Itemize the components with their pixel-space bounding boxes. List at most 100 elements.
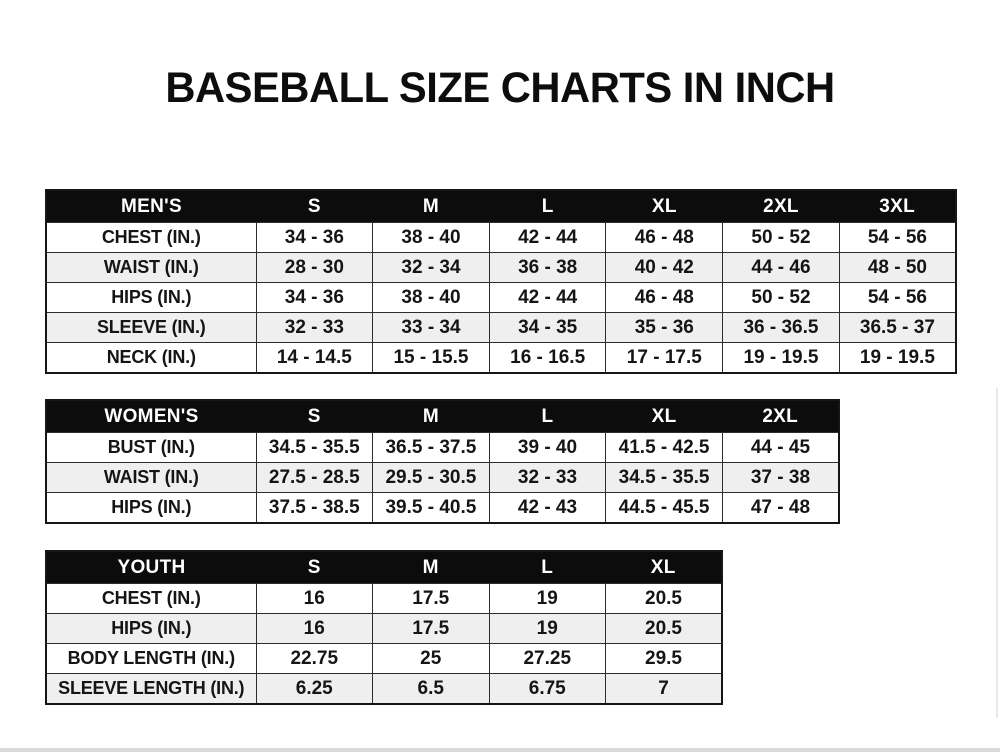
size-value-cell: 50 - 52	[722, 222, 840, 253]
size-value-cell: 42 - 43	[488, 492, 607, 524]
size-column-header: 2XL	[722, 190, 840, 223]
measurement-label-cell: WAIST (IN.)	[45, 462, 257, 493]
size-value-cell: 20.5	[605, 583, 723, 614]
table-row: NECK (IN.) 14 - 14.5 15 - 15.5 16 - 16.5 17 …	[45, 342, 957, 374]
measurement-label-cell: HIPS (IN.)	[45, 492, 257, 524]
size-value-cell: 27.25	[488, 643, 606, 674]
size-value-cell: 39.5 - 40.5	[372, 492, 490, 524]
measurement-label-cell: HIPS (IN.)	[45, 282, 257, 313]
size-column-header: XL	[605, 551, 722, 584]
size-value-cell: 34.5 - 35.5	[255, 432, 374, 463]
size-value-cell: 22.75	[255, 643, 373, 674]
table-row: WAIST (IN.) 28 - 30 32 - 34 36 - 38 40 - 42 4…	[45, 252, 957, 283]
header-row: YOUTH S M L XL	[46, 551, 722, 584]
size-value-cell: 29.5	[605, 643, 723, 674]
size-column-header: S	[256, 551, 373, 584]
table-row: BODY LENGTH (IN.) 22.75 25 27.25 29.5	[45, 643, 723, 674]
size-value-cell: 16	[255, 583, 373, 614]
size-value-cell: 28 - 30	[255, 252, 374, 283]
page-title: BASEBALL SIZE CHARTS IN INCH	[165, 64, 835, 112]
mens-size-table: MEN'S S M L XL 2XL 3XL CHEST (IN.) 34 - 36 38 - 4…	[45, 189, 957, 374]
measurement-label-cell: SLEEVE (IN.)	[45, 312, 257, 343]
table-row: SLEEVE LENGTH (IN.) 6.25 6.5 6.75 7	[45, 673, 723, 705]
image-right-edge-artifact	[996, 388, 998, 718]
size-value-cell: 46 - 48	[605, 282, 724, 313]
size-column-header: L	[489, 400, 606, 433]
table-row: HIPS (IN.) 16 17.5 19 20.5	[45, 613, 723, 644]
table-row: HIPS (IN.) 34 - 36 38 - 40 42 - 44 46 - 48 50…	[45, 282, 957, 313]
size-value-cell: 32 - 33	[488, 462, 607, 493]
size-value-cell: 6.75	[488, 673, 606, 705]
size-value-cell: 44.5 - 45.5	[605, 492, 723, 524]
size-value-cell: 14 - 14.5	[255, 342, 374, 374]
size-value-cell: 34 - 36	[255, 222, 374, 253]
table-row: CHEST (IN.) 16 17.5 19 20.5	[45, 583, 723, 614]
size-value-cell: 42 - 44	[488, 222, 607, 253]
size-column-header: M	[372, 190, 490, 223]
size-value-cell: 38 - 40	[372, 282, 490, 313]
size-value-cell: 44 - 45	[721, 432, 840, 463]
size-value-cell: 36.5 - 37	[838, 312, 957, 343]
size-value-cell: 34 - 35	[488, 312, 607, 343]
youth-size-table: YOUTH S M L XL CHEST (IN.) 16 17.5 19 20.5 HIPS (I…	[45, 550, 723, 705]
size-column-header: XL	[605, 400, 723, 433]
size-value-cell: 6.25	[255, 673, 373, 705]
size-value-cell: 19	[488, 583, 606, 614]
size-value-cell: 38 - 40	[372, 222, 490, 253]
table-title-cell: MEN'S	[46, 190, 256, 223]
size-value-cell: 25	[372, 643, 490, 674]
size-column-header: S	[256, 190, 373, 223]
size-column-header: L	[489, 190, 606, 223]
size-value-cell: 36 - 38	[488, 252, 607, 283]
size-value-cell: 33 - 34	[372, 312, 490, 343]
size-column-header: L	[489, 551, 606, 584]
size-value-cell: 16	[255, 613, 373, 644]
table-title-cell: YOUTH	[46, 551, 256, 584]
measurement-label-cell: CHEST (IN.)	[45, 222, 257, 253]
size-value-cell: 39 - 40	[488, 432, 607, 463]
size-value-cell: 36.5 - 37.5	[372, 432, 490, 463]
size-value-cell: 32 - 34	[372, 252, 490, 283]
size-value-cell: 40 - 42	[605, 252, 724, 283]
size-value-cell: 20.5	[605, 613, 723, 644]
size-value-cell: 36 - 36.5	[722, 312, 840, 343]
size-value-cell: 54 - 56	[838, 282, 957, 313]
image-bottom-edge-artifact	[0, 748, 1000, 752]
womens-size-table: WOMEN'S S M L XL 2XL BUST (IN.) 34.5 - 35.5 36.5…	[45, 399, 840, 524]
size-value-cell: 19	[488, 613, 606, 644]
size-value-cell: 47 - 48	[721, 492, 840, 524]
measurement-label-cell: CHEST (IN.)	[45, 583, 257, 614]
measurement-label-cell: BUST (IN.)	[45, 432, 257, 463]
table-row: BUST (IN.) 34.5 - 35.5 36.5 - 37.5 39 - 40 4…	[45, 432, 840, 463]
measurement-label-cell: WAIST (IN.)	[45, 252, 257, 283]
size-value-cell: 37 - 38	[721, 462, 840, 493]
size-value-cell: 35 - 36	[605, 312, 724, 343]
header-row: WOMEN'S S M L XL 2XL	[46, 400, 839, 433]
size-value-cell: 50 - 52	[722, 282, 840, 313]
size-value-cell: 32 - 33	[255, 312, 374, 343]
size-value-cell: 27.5 - 28.5	[255, 462, 374, 493]
size-value-cell: 37.5 - 38.5	[255, 492, 374, 524]
size-value-cell: 34.5 - 35.5	[605, 462, 723, 493]
size-value-cell: 19 - 19.5	[838, 342, 957, 374]
size-value-cell: 7	[605, 673, 723, 705]
size-value-cell: 17.5	[372, 583, 490, 614]
table-title-cell: WOMEN'S	[46, 400, 256, 433]
size-value-cell: 19 - 19.5	[722, 342, 840, 374]
size-column-header: M	[372, 551, 489, 584]
measurement-label-cell: SLEEVE LENGTH (IN.)	[45, 673, 257, 705]
size-column-header: S	[256, 400, 373, 433]
measurement-label-cell: HIPS (IN.)	[45, 613, 257, 644]
size-value-cell: 34 - 36	[255, 282, 374, 313]
size-column-header: XL	[605, 190, 723, 223]
table-row: HIPS (IN.) 37.5 - 38.5 39.5 - 40.5 42 - 43 4…	[45, 492, 840, 524]
measurement-label-cell: BODY LENGTH (IN.)	[45, 643, 257, 674]
size-value-cell: 41.5 - 42.5	[605, 432, 723, 463]
size-value-cell: 15 - 15.5	[372, 342, 490, 374]
size-value-cell: 48 - 50	[838, 252, 957, 283]
size-value-cell: 42 - 44	[488, 282, 607, 313]
size-value-cell: 17 - 17.5	[605, 342, 724, 374]
size-value-cell: 6.5	[372, 673, 490, 705]
size-value-cell: 17.5	[372, 613, 490, 644]
